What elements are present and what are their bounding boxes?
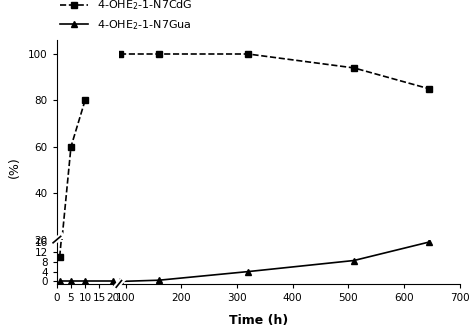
Text: (%): (%): [8, 156, 21, 178]
4-OHE$_2$-1-N7CdG: [68, 145, 74, 149]
4-OHE$_2$-1-N7CdG: [57, 261, 63, 265]
Line: 4-OHE$_2$-1-N7CdG: 4-OHE$_2$-1-N7CdG: [57, 98, 88, 266]
4-OHE$_2$-1-N7Gua: [110, 284, 116, 288]
Legend: 4-OHE$_2$-1-N7CdG, 4-OHE$_2$-1-N7Gua: 4-OHE$_2$-1-N7CdG, 4-OHE$_2$-1-N7Gua: [55, 0, 197, 36]
Text: Time (h): Time (h): [228, 314, 288, 327]
4-OHE$_2$-1-N7Gua: [82, 284, 88, 288]
4-OHE$_2$-1-N7Gua: [57, 284, 63, 288]
4-OHE$_2$-1-N7Gua: [68, 284, 74, 288]
4-OHE$_2$-1-N7CdG: [82, 99, 88, 103]
Line: 4-OHE$_2$-1-N7Gua: 4-OHE$_2$-1-N7Gua: [57, 283, 116, 289]
